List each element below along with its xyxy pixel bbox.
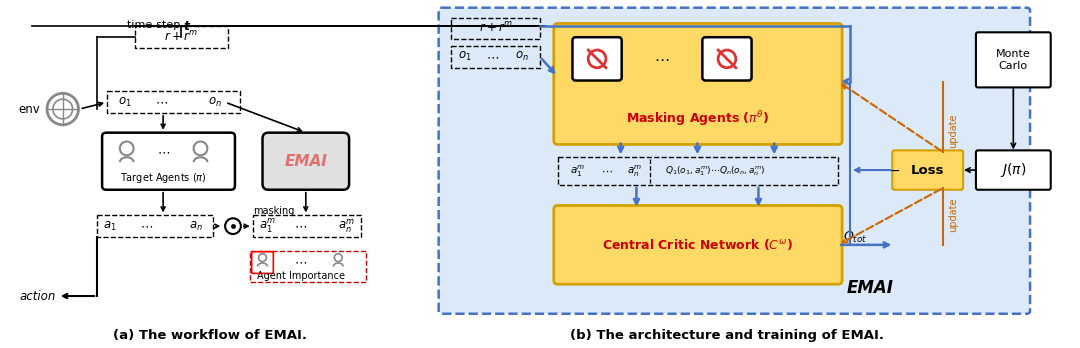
Text: $\cdots$: $\cdots$ xyxy=(154,96,167,109)
Bar xyxy=(451,46,540,68)
Bar xyxy=(451,17,540,39)
Text: update: update xyxy=(948,197,958,232)
Text: EMAI: EMAI xyxy=(284,154,327,169)
FancyBboxPatch shape xyxy=(892,150,963,190)
Bar xyxy=(135,26,228,48)
Text: $a_n^m$: $a_n^m$ xyxy=(626,163,643,179)
FancyBboxPatch shape xyxy=(554,205,842,284)
Bar xyxy=(557,157,838,185)
Text: $\cdots$: $\cdots$ xyxy=(139,220,153,233)
Text: $\cdots$: $\cdots$ xyxy=(157,146,170,159)
Text: $o_1$: $o_1$ xyxy=(458,50,472,63)
Text: Masking Agents ($\pi^\theta$): Masking Agents ($\pi^\theta$) xyxy=(626,109,769,128)
Text: $o_1$: $o_1$ xyxy=(118,96,132,109)
Text: $Q_{tot}$: $Q_{tot}$ xyxy=(842,229,867,245)
Text: $a_1$: $a_1$ xyxy=(103,220,117,233)
Text: $a_1^m$: $a_1^m$ xyxy=(569,163,585,179)
FancyBboxPatch shape xyxy=(702,37,752,80)
FancyBboxPatch shape xyxy=(976,150,1051,190)
Text: $o_n$: $o_n$ xyxy=(208,96,222,109)
Text: $r+r^m$: $r+r^m$ xyxy=(164,30,198,44)
Bar xyxy=(249,251,366,282)
Text: Target Agents ($\pi$): Target Agents ($\pi$) xyxy=(120,171,206,185)
Text: $\cdots$: $\cdots$ xyxy=(486,50,499,63)
Text: masking: masking xyxy=(254,206,295,216)
Bar xyxy=(97,215,214,237)
Text: Monte
Carlo: Monte Carlo xyxy=(996,49,1030,71)
Text: $\cdots$: $\cdots$ xyxy=(654,52,670,66)
Text: env: env xyxy=(18,103,40,116)
Text: update: update xyxy=(948,113,958,148)
FancyBboxPatch shape xyxy=(438,8,1030,314)
FancyBboxPatch shape xyxy=(262,133,349,190)
Text: Agent Importance: Agent Importance xyxy=(257,271,345,281)
Text: $r+r^m$: $r+r^m$ xyxy=(478,21,513,35)
FancyBboxPatch shape xyxy=(554,23,842,144)
Text: (a) The workflow of EMAI.: (a) The workflow of EMAI. xyxy=(113,329,308,342)
Text: $a_n$: $a_n$ xyxy=(189,220,203,233)
Text: (b) The architecture and training of EMAI.: (b) The architecture and training of EMA… xyxy=(570,329,883,342)
FancyBboxPatch shape xyxy=(572,37,622,80)
Text: $\cdots$: $\cdots$ xyxy=(600,166,612,176)
Text: action: action xyxy=(19,290,56,302)
Text: $\cdots$: $\cdots$ xyxy=(295,220,308,233)
Text: EMAI: EMAI xyxy=(847,279,893,297)
Bar xyxy=(107,91,240,113)
Text: Loss: Loss xyxy=(910,164,945,176)
Text: $\cdots$: $\cdots$ xyxy=(295,255,308,268)
Text: time-step: time-step xyxy=(127,19,184,30)
Circle shape xyxy=(225,218,241,234)
FancyBboxPatch shape xyxy=(252,252,273,274)
Bar xyxy=(253,215,361,237)
Text: $a_1^m$: $a_1^m$ xyxy=(259,218,276,235)
Text: $Q_1(o_1,a_1^m)\cdots Q_n(o_n,a_n^m)$: $Q_1(o_1,a_1^m)\cdots Q_n(o_n,a_n^m)$ xyxy=(665,164,766,178)
FancyBboxPatch shape xyxy=(103,133,235,190)
Text: Central Critic Network ($C^\omega$): Central Critic Network ($C^\omega$) xyxy=(602,237,793,252)
Text: $-$: $-$ xyxy=(888,163,901,177)
Text: $a_n^m$: $a_n^m$ xyxy=(338,218,354,235)
Text: t: t xyxy=(184,19,190,32)
FancyBboxPatch shape xyxy=(976,32,1051,87)
Text: $J(\pi)$: $J(\pi)$ xyxy=(1000,161,1026,179)
Text: $o_n$: $o_n$ xyxy=(515,50,529,63)
